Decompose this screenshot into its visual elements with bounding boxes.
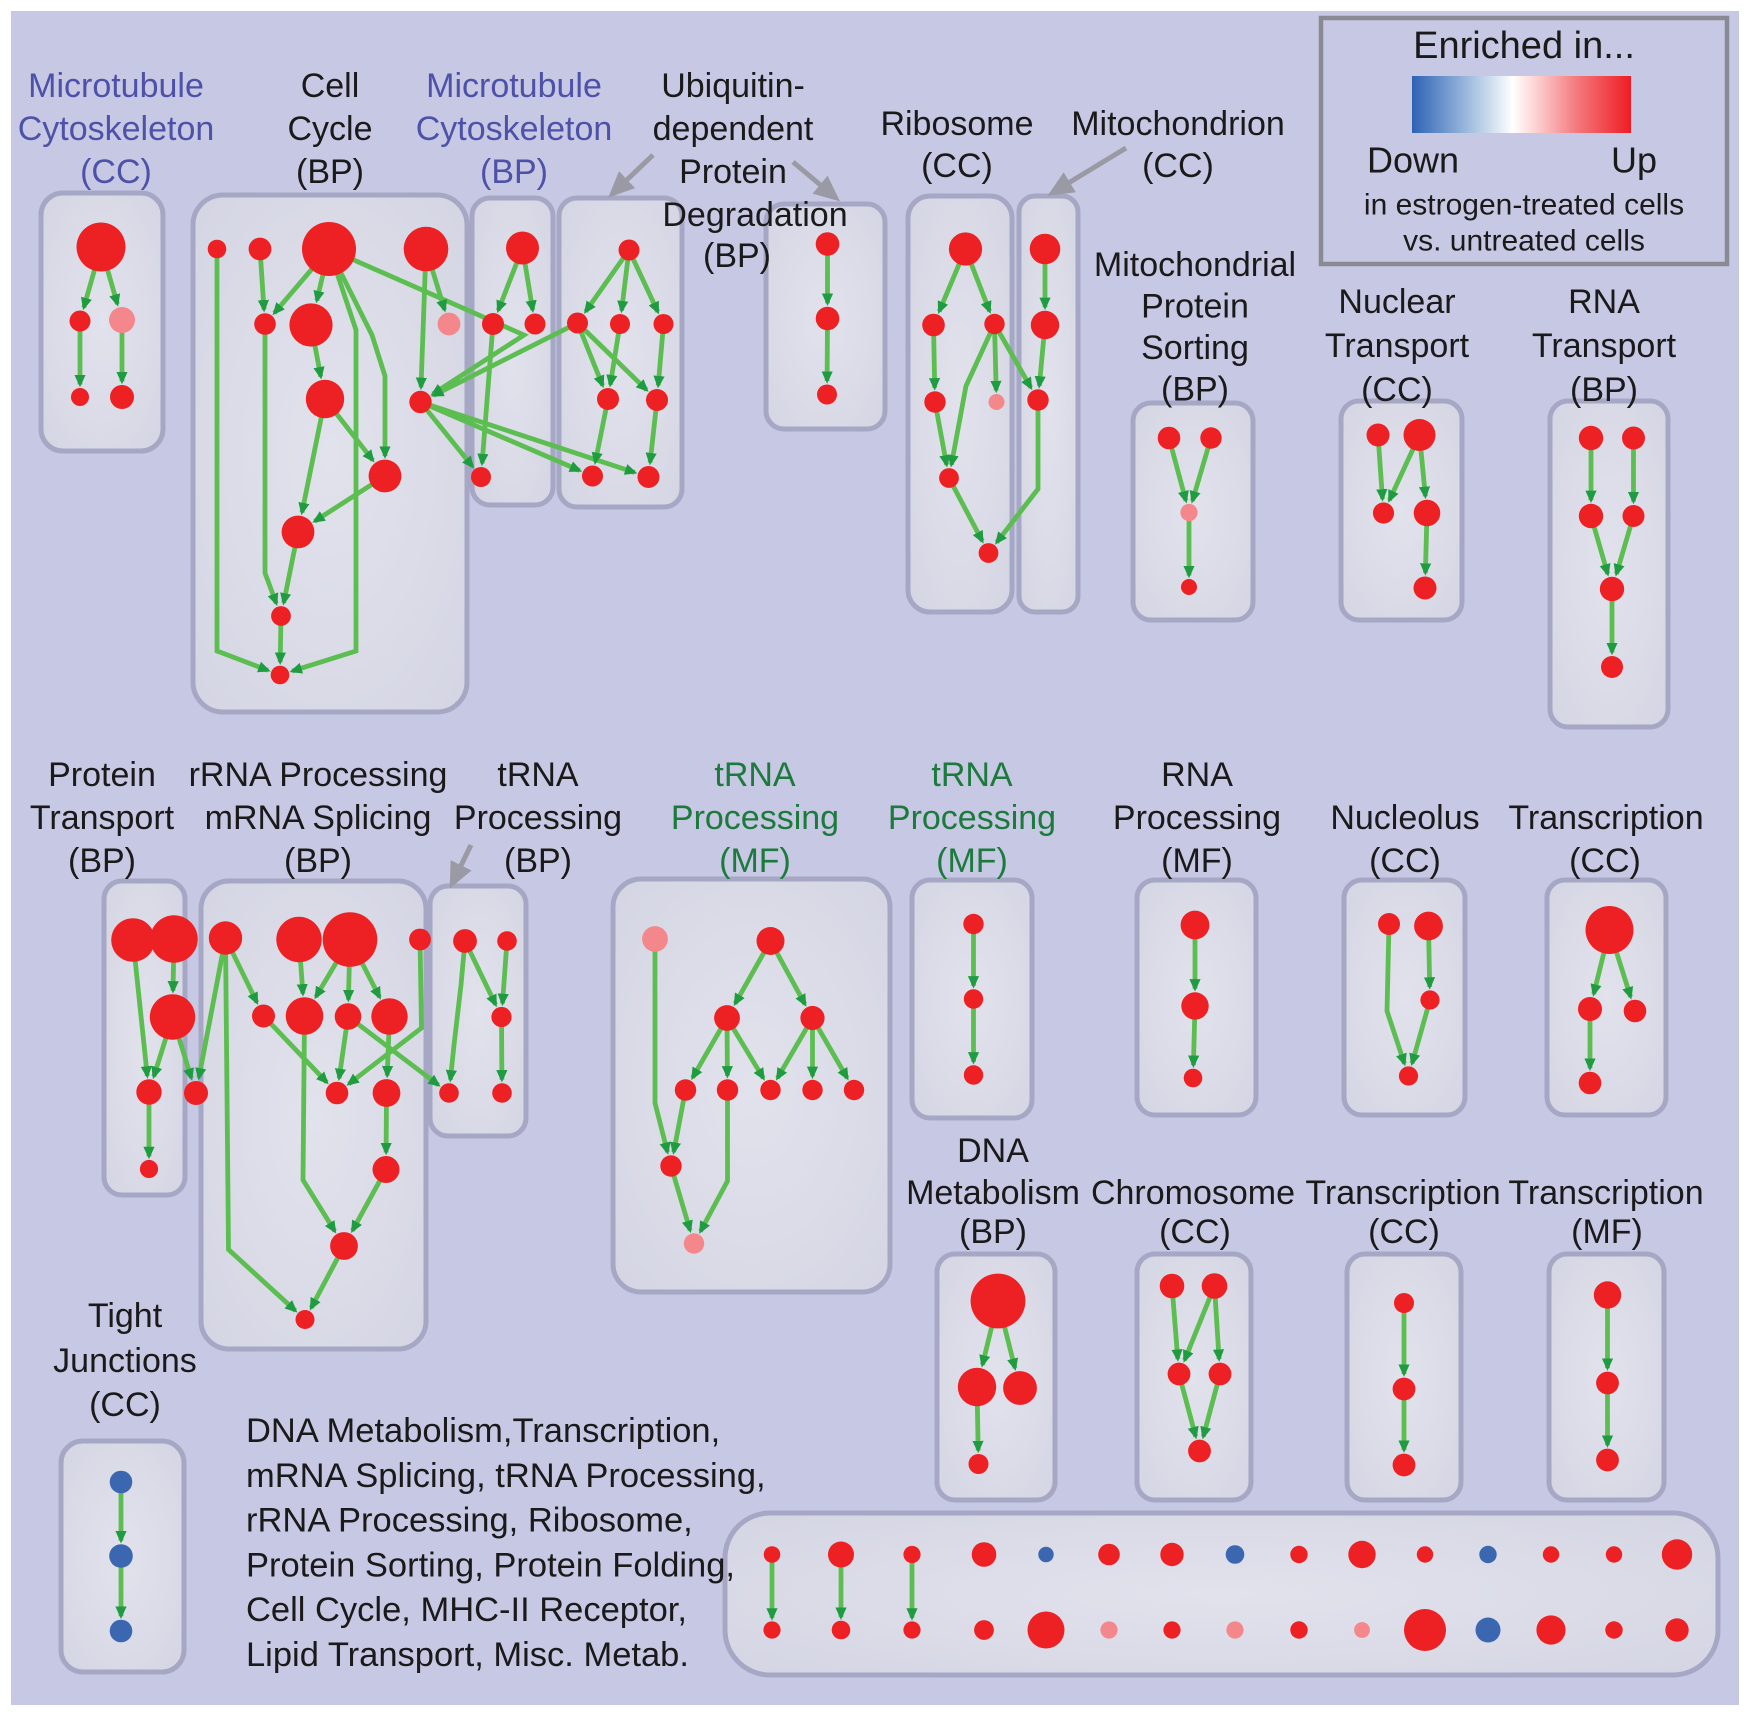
svg-text:Processing: Processing — [671, 799, 839, 837]
svg-text:Cycle: Cycle — [287, 110, 372, 148]
svg-text:tRNA: tRNA — [497, 756, 579, 794]
svg-text:Protein: Protein — [1141, 288, 1249, 326]
svg-text:(CC): (CC) — [921, 147, 993, 185]
svg-text:Microtubule: Microtubule — [28, 67, 204, 105]
svg-text:rRNA Processing: rRNA Processing — [189, 756, 448, 794]
svg-text:Up: Up — [1611, 140, 1657, 181]
svg-text:(CC): (CC) — [1142, 147, 1214, 185]
svg-text:Transport: Transport — [1325, 327, 1470, 365]
svg-text:(CC): (CC) — [1369, 842, 1441, 880]
svg-text:DNA: DNA — [957, 1132, 1029, 1170]
svg-text:(BP): (BP) — [284, 842, 352, 880]
svg-text:Transport: Transport — [1532, 327, 1677, 365]
svg-text:Ribosome: Ribosome — [880, 105, 1033, 143]
svg-text:(BP): (BP) — [68, 842, 136, 880]
svg-text:Microtubule: Microtubule — [426, 67, 602, 105]
svg-text:Junctions: Junctions — [53, 1342, 197, 1380]
svg-text:(CC): (CC) — [1569, 842, 1641, 880]
svg-text:mRNA Splicing: mRNA Splicing — [205, 799, 432, 837]
svg-text:Processing: Processing — [1113, 799, 1281, 837]
svg-text:tRNA: tRNA — [714, 756, 796, 794]
svg-text:Transport: Transport — [30, 799, 175, 837]
svg-text:Tight: Tight — [88, 1297, 163, 1335]
svg-text:(CC): (CC) — [1361, 371, 1433, 409]
svg-text:(BP): (BP) — [703, 237, 771, 275]
svg-text:Ubiquitin-: Ubiquitin- — [661, 67, 805, 105]
svg-text:Mitochondrion: Mitochondrion — [1071, 105, 1285, 143]
svg-text:Nucleolus: Nucleolus — [1330, 799, 1479, 837]
svg-text:(MF): (MF) — [1571, 1213, 1643, 1251]
svg-text:tRNA: tRNA — [931, 756, 1013, 794]
svg-text:Transcription: Transcription — [1508, 799, 1703, 837]
svg-text:(BP): (BP) — [504, 842, 572, 880]
svg-text:DNA Metabolism,Transcription,: DNA Metabolism,Transcription, — [246, 1412, 720, 1450]
svg-text:Metabolism: Metabolism — [906, 1174, 1080, 1212]
svg-text:Transcription: Transcription — [1305, 1174, 1500, 1212]
svg-text:(BP): (BP) — [1570, 371, 1638, 409]
svg-text:(CC): (CC) — [1159, 1213, 1231, 1251]
svg-text:Lipid Transport, Misc. Metab.: Lipid Transport, Misc. Metab. — [246, 1636, 689, 1674]
svg-text:(BP): (BP) — [296, 153, 364, 191]
svg-text:RNA: RNA — [1161, 756, 1233, 794]
svg-text:Mitochondrial: Mitochondrial — [1094, 246, 1296, 284]
svg-text:Cytoskeleton: Cytoskeleton — [18, 110, 215, 148]
svg-text:(BP): (BP) — [1161, 371, 1229, 409]
svg-text:Chromosome: Chromosome — [1091, 1174, 1295, 1212]
svg-text:Enriched in...: Enriched in... — [1413, 25, 1635, 67]
svg-text:(CC): (CC) — [80, 153, 152, 191]
svg-text:Nuclear: Nuclear — [1338, 283, 1455, 321]
svg-text:(CC): (CC) — [1368, 1213, 1440, 1251]
svg-text:dependent: dependent — [653, 110, 814, 148]
svg-text:Protein: Protein — [48, 756, 156, 794]
svg-text:Processing: Processing — [454, 799, 622, 837]
svg-text:(BP): (BP) — [959, 1213, 1027, 1251]
svg-text:Transcription: Transcription — [1508, 1174, 1703, 1212]
svg-text:(CC): (CC) — [89, 1386, 161, 1424]
svg-text:Degradation: Degradation — [662, 196, 847, 234]
svg-text:Protein Sorting, Protein Foldi: Protein Sorting, Protein Folding, — [246, 1546, 735, 1584]
svg-text:Processing: Processing — [888, 799, 1056, 837]
svg-text:(MF): (MF) — [719, 842, 791, 880]
svg-text:vs. untreated cells: vs. untreated cells — [1403, 225, 1645, 258]
svg-text:Down: Down — [1367, 140, 1459, 181]
svg-text:Cytoskeleton: Cytoskeleton — [416, 110, 613, 148]
svg-text:Cell: Cell — [301, 67, 360, 105]
svg-text:(MF): (MF) — [936, 842, 1008, 880]
svg-text:Cell Cycle, MHC-II Receptor,: Cell Cycle, MHC-II Receptor, — [246, 1591, 687, 1629]
svg-text:(BP): (BP) — [480, 153, 548, 191]
svg-text:mRNA Splicing, tRNA Processing: mRNA Splicing, tRNA Processing, — [246, 1457, 766, 1495]
svg-text:rRNA Processing, Ribosome,: rRNA Processing, Ribosome, — [246, 1502, 693, 1540]
svg-text:RNA: RNA — [1568, 283, 1640, 321]
svg-text:(MF): (MF) — [1161, 842, 1233, 880]
svg-text:Sorting: Sorting — [1141, 329, 1249, 367]
svg-text:Protein: Protein — [679, 153, 787, 191]
svg-text:in estrogen-treated cells: in estrogen-treated cells — [1364, 189, 1684, 222]
